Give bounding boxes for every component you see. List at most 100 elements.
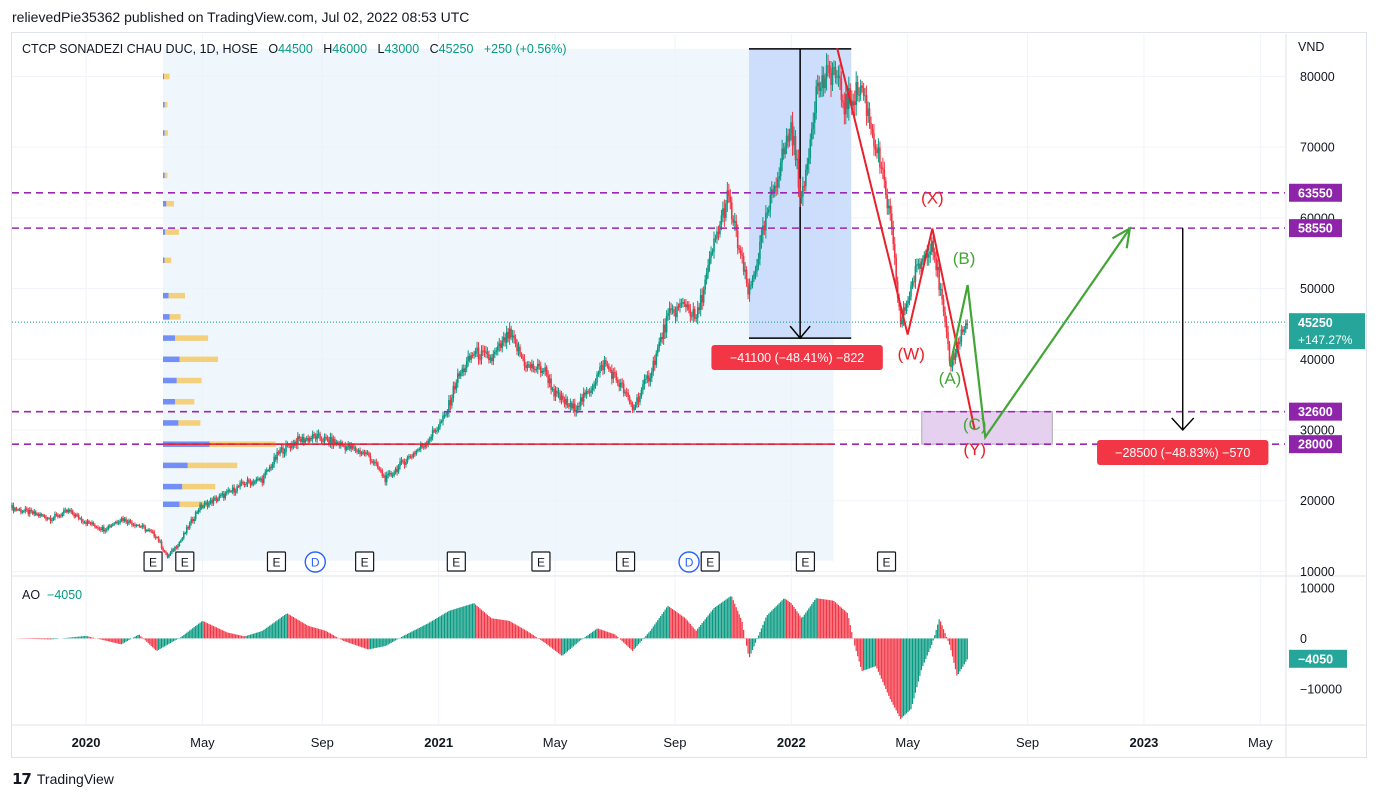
measure-label-2: −28500 (−48.83%) −570	[1115, 446, 1250, 460]
candle-body	[529, 364, 532, 368]
candle-body	[98, 528, 101, 530]
candle-body	[548, 378, 551, 384]
candle-body	[781, 148, 783, 163]
candle-body	[225, 491, 228, 494]
candle-body	[114, 521, 117, 524]
candle-body	[541, 370, 544, 373]
candle-body	[942, 299, 945, 312]
earnings-marker	[266, 551, 287, 572]
candle-body	[763, 225, 766, 231]
candle-body	[911, 281, 914, 286]
candle-body	[704, 279, 706, 290]
green-arrow-head	[1111, 226, 1132, 249]
candle-body	[188, 522, 191, 529]
candle-body	[91, 522, 93, 525]
candle-body	[613, 372, 616, 374]
volume-profile-bar-yellow	[179, 356, 218, 363]
candle-body	[424, 444, 427, 448]
candle-body	[132, 524, 135, 526]
candle-body	[411, 456, 413, 458]
volume-profile-bar-yellow	[187, 462, 238, 469]
candle-body	[535, 369, 538, 371]
candle-body	[105, 529, 108, 531]
legend-close-value: 45250	[438, 42, 474, 56]
candle-body	[458, 373, 461, 377]
candle-body	[596, 374, 598, 383]
candle-body	[768, 209, 770, 213]
candle-body	[265, 470, 268, 473]
candle-body	[825, 65, 828, 79]
candle-body	[55, 514, 58, 516]
last-price-badge-change: +147.27%	[1298, 333, 1353, 347]
candle-body	[964, 323, 967, 330]
candle-body	[883, 169, 886, 181]
candle-body	[938, 266, 940, 290]
candle-body	[348, 444, 351, 449]
candle-body	[245, 484, 247, 486]
time-axis-tick: May	[895, 735, 920, 750]
candle-body	[345, 446, 348, 450]
candle-body	[822, 75, 825, 89]
candle-body	[180, 540, 182, 543]
candle-body	[344, 445, 347, 450]
candle-body	[597, 373, 600, 375]
candle-body	[331, 436, 333, 446]
candle-body	[599, 366, 601, 374]
candle-body	[350, 445, 352, 449]
candle-body	[190, 519, 193, 523]
candle-body	[73, 514, 76, 517]
candle-body	[123, 518, 126, 522]
candle-body	[145, 530, 148, 532]
candle-body	[593, 384, 595, 388]
candle-body	[779, 162, 782, 177]
candle-body	[790, 122, 792, 134]
candle-body	[806, 163, 809, 170]
candle-body	[882, 167, 884, 170]
candle-body	[665, 315, 668, 333]
candle-body	[451, 397, 453, 406]
time-axis-tick: May	[1248, 735, 1273, 750]
candle-body	[776, 179, 779, 188]
candle-body	[354, 447, 357, 451]
candle-body	[199, 504, 201, 511]
candle-body	[334, 439, 336, 444]
earnings-marker	[876, 551, 897, 572]
earnings-marker-label: E	[537, 556, 545, 570]
candle-body	[200, 504, 203, 508]
candle-body	[843, 102, 846, 115]
candle-body	[166, 553, 169, 558]
candle-body	[901, 319, 903, 325]
legend-symbol: CTCP SONADEZI CHAU DUC, 1D, HOSE	[22, 42, 258, 56]
ao-legend: AO −4050	[22, 588, 82, 602]
candle-body	[510, 328, 512, 338]
candle-body	[750, 284, 752, 286]
candle-body	[526, 364, 529, 368]
symbol-legend: CTCP SONADEZI CHAU DUC, 1D, HOSE O44500 …	[22, 42, 567, 56]
candle-body	[550, 378, 552, 390]
candle-body	[677, 306, 680, 308]
candle-body	[615, 373, 618, 381]
candle-body	[255, 479, 258, 482]
candle-body	[83, 522, 86, 524]
candle-body	[23, 510, 25, 512]
candle-body	[456, 373, 459, 383]
candle-body	[622, 383, 625, 394]
candle-body	[196, 512, 198, 514]
candle-body	[323, 436, 326, 442]
candle-body	[662, 324, 665, 339]
candle-body	[646, 375, 649, 379]
time-axis-tick: 2020	[72, 735, 101, 750]
candle-body	[135, 525, 138, 527]
candle-body	[877, 147, 880, 154]
candle-body	[794, 136, 797, 161]
candle-body	[231, 487, 234, 492]
candle-body	[784, 146, 786, 155]
candle-body	[759, 241, 761, 259]
candle-body	[184, 532, 187, 534]
candle-body	[491, 357, 493, 362]
candle-body	[211, 500, 213, 504]
volume-profile-bar-yellow	[178, 420, 201, 426]
candle-body	[307, 438, 310, 442]
candle-body	[913, 281, 915, 283]
